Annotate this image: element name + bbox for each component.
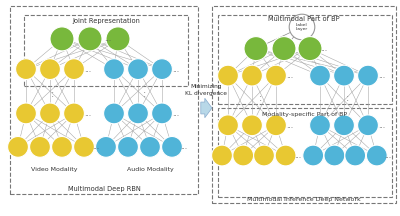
Ellipse shape (218, 115, 238, 136)
Text: ...: ... (294, 151, 302, 160)
Ellipse shape (358, 65, 378, 86)
Ellipse shape (64, 103, 84, 124)
Text: Minimizing: Minimizing (190, 84, 222, 89)
Ellipse shape (244, 37, 268, 61)
Ellipse shape (140, 137, 160, 157)
Text: ...: ... (84, 65, 92, 74)
Text: ...: ... (286, 71, 294, 80)
Text: :: : (346, 93, 349, 103)
Ellipse shape (218, 65, 238, 86)
Ellipse shape (324, 145, 345, 166)
Text: ...: ... (378, 121, 386, 130)
Ellipse shape (272, 37, 296, 61)
Text: ...: ... (172, 109, 180, 118)
Bar (218, 108, 392, 197)
Ellipse shape (52, 137, 72, 157)
Ellipse shape (242, 115, 262, 136)
Text: ...: ... (180, 142, 188, 151)
Text: ...: ... (84, 109, 92, 118)
Text: Multimodal Part of BP: Multimodal Part of BP (268, 16, 340, 22)
Ellipse shape (162, 137, 182, 157)
Bar (212, 6, 396, 203)
Text: ...: ... (172, 65, 180, 74)
Ellipse shape (152, 59, 172, 79)
Ellipse shape (298, 37, 322, 61)
Ellipse shape (366, 145, 387, 166)
Text: :: : (258, 93, 262, 103)
Ellipse shape (96, 137, 116, 157)
Text: ...: ... (92, 142, 100, 151)
Ellipse shape (254, 145, 274, 166)
Bar (24, 15, 188, 86)
Text: Multimodal Deep RBN: Multimodal Deep RBN (68, 186, 140, 192)
Text: Audio Modality: Audio Modality (127, 167, 173, 172)
Ellipse shape (128, 103, 148, 124)
Ellipse shape (303, 145, 324, 166)
Text: KL divergence: KL divergence (185, 91, 227, 96)
Bar (10, 6, 198, 194)
Ellipse shape (78, 27, 102, 51)
Ellipse shape (345, 145, 366, 166)
Text: ...: ... (384, 151, 392, 160)
Ellipse shape (266, 65, 286, 86)
Text: ...: ... (286, 121, 294, 130)
Ellipse shape (30, 137, 50, 157)
Ellipse shape (334, 115, 354, 136)
Ellipse shape (212, 145, 232, 166)
Ellipse shape (152, 103, 172, 124)
Text: Video Modality: Video Modality (31, 167, 77, 172)
Ellipse shape (74, 137, 94, 157)
Text: ...: ... (378, 71, 386, 80)
Ellipse shape (275, 145, 296, 166)
Ellipse shape (289, 14, 315, 40)
Ellipse shape (106, 27, 130, 51)
Text: :: : (50, 89, 54, 99)
Ellipse shape (104, 59, 124, 79)
Ellipse shape (8, 137, 28, 157)
Ellipse shape (242, 65, 262, 86)
Text: Joint Representation: Joint Representation (72, 17, 140, 24)
Ellipse shape (16, 59, 36, 79)
Ellipse shape (40, 103, 60, 124)
Ellipse shape (118, 137, 138, 157)
Text: ...: ... (320, 44, 328, 53)
Text: Multimodal Inference Deep Network: Multimodal Inference Deep Network (247, 197, 361, 202)
Text: Label
Layer: Label Layer (296, 23, 308, 31)
Ellipse shape (334, 65, 354, 86)
Text: ...: ... (104, 34, 112, 43)
Ellipse shape (64, 59, 84, 79)
Ellipse shape (128, 59, 148, 79)
Ellipse shape (310, 65, 330, 86)
Ellipse shape (310, 115, 330, 136)
Ellipse shape (50, 27, 74, 51)
Text: Modality-specific Part of BP: Modality-specific Part of BP (262, 112, 346, 118)
Ellipse shape (266, 115, 286, 136)
Ellipse shape (16, 103, 36, 124)
Text: :: : (142, 89, 146, 99)
Ellipse shape (104, 103, 124, 124)
Bar (218, 15, 392, 104)
Ellipse shape (233, 145, 254, 166)
FancyArrow shape (201, 98, 212, 118)
Ellipse shape (40, 59, 60, 79)
Ellipse shape (358, 115, 378, 136)
